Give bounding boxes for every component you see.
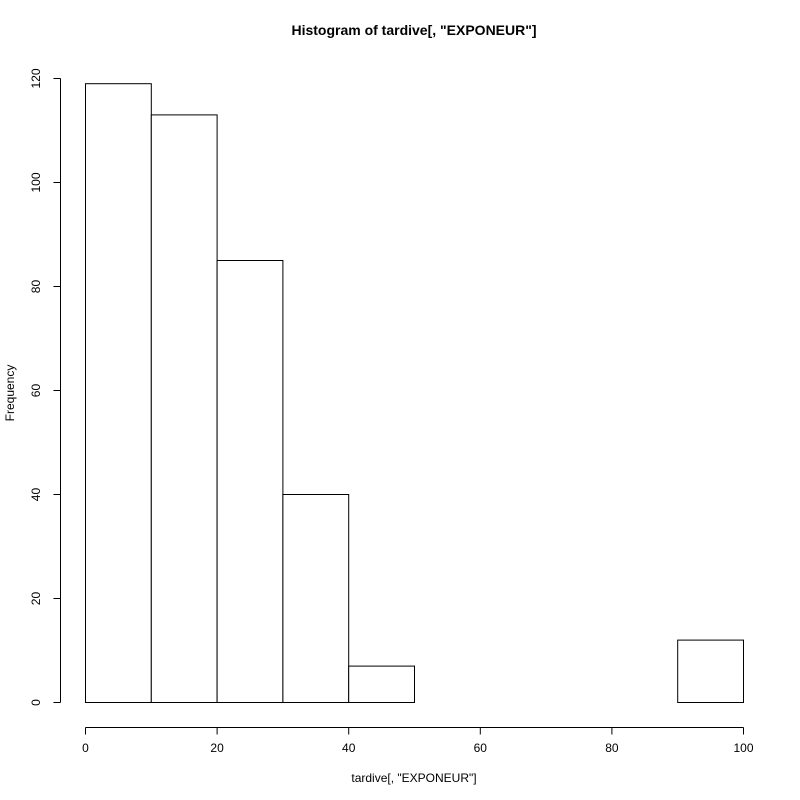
- x-tick-label: 40: [342, 741, 356, 755]
- y-axis-label: Frequency: [3, 365, 17, 422]
- histogram-bar: [677, 639, 745, 703]
- y-tick-label: 120: [29, 68, 43, 88]
- y-tick-label: 80: [29, 280, 43, 294]
- histogram-bar: [150, 114, 218, 703]
- y-axis: 0 20 40 60 80 100 120: [29, 68, 61, 706]
- x-tick-label: 0: [82, 741, 89, 755]
- x-tick-label: 60: [474, 741, 488, 755]
- x-tick-label: 100: [733, 741, 753, 755]
- histogram-bar: [216, 260, 284, 703]
- x-tick-label: 80: [605, 741, 619, 755]
- x-axis-label: tardive[, "EXPONEUR"]: [351, 771, 476, 785]
- y-tick-label: 60: [29, 384, 43, 398]
- histogram-bar: [85, 83, 152, 703]
- y-tick-label: 20: [29, 592, 43, 606]
- y-tick-label: 0: [29, 699, 43, 706]
- histogram-bar: [282, 494, 350, 703]
- y-tick-label: 100: [29, 172, 43, 192]
- y-tick-label: 40: [29, 488, 43, 502]
- histogram-bar: [348, 665, 416, 703]
- histogram-bars: [85, 83, 745, 703]
- x-axis: 0 20 40 60 80 100: [82, 727, 754, 755]
- x-tick-label: 20: [210, 741, 224, 755]
- chart-title: Histogram of tardive[, "EXPONEUR"]: [291, 22, 536, 38]
